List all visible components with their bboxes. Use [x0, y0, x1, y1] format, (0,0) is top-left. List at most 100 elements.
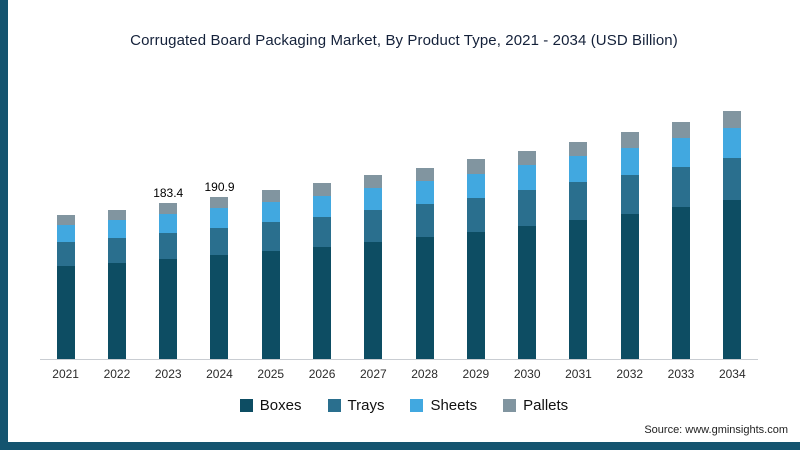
bar-segment-trays: [313, 217, 332, 247]
bar-segment-boxes: [466, 231, 485, 359]
bar-segment-boxes: [107, 263, 126, 359]
bar-segment-trays: [107, 237, 126, 263]
bar-stack: [569, 141, 588, 359]
bar-segment-boxes: [159, 259, 178, 359]
bar-group-2034: [707, 110, 758, 359]
bar-segment-boxes: [620, 213, 639, 359]
bar-stack: [466, 159, 485, 359]
bar-segment-pallets: [569, 141, 588, 156]
bar-segment-sheets: [415, 181, 434, 205]
bar-segment-trays: [518, 189, 537, 226]
bar-segment-sheets: [466, 173, 485, 198]
bar-segment-trays: [56, 241, 75, 267]
bar-stack: [723, 110, 742, 359]
bar-stack: [159, 203, 178, 359]
bar-segment-pallets: [518, 150, 537, 166]
x-tick-label-2025: 2025: [257, 367, 285, 381]
bar-group-2030: [502, 150, 553, 359]
bar-segment-sheets: [56, 224, 75, 242]
bar-group-2023: 183.4: [143, 186, 194, 359]
x-tick-label-2026: 2026: [308, 367, 336, 381]
bar-segment-sheets: [672, 138, 691, 167]
bar-segment-pallets: [466, 159, 485, 174]
bar-group-2029: [450, 159, 501, 359]
legend-swatch-icon: [410, 399, 424, 412]
bar-group-2026: [296, 182, 347, 359]
bars-row: 183.4 190.9: [40, 71, 758, 360]
bar-group-2032: [604, 132, 655, 359]
bar-stack: [518, 150, 537, 359]
bar-segment-boxes: [210, 255, 229, 359]
x-tick-label-2033: 2033: [667, 367, 695, 381]
bar-segment-boxes: [723, 200, 742, 359]
x-tick-label-2034: 2034: [718, 367, 746, 381]
x-tick-label-2031: 2031: [565, 367, 592, 381]
bar-segment-sheets: [210, 208, 229, 228]
bar-segment-trays: [415, 204, 434, 237]
bar-segment-pallets: [159, 203, 178, 215]
bar-group-2024: 190.9: [194, 180, 245, 359]
x-axis-ticks: 2021 2022 2023 2024 2025 2026 2027 2028 2029 2030…: [40, 367, 758, 381]
bar-segment-trays: [210, 227, 229, 256]
bar-segment-pallets: [56, 214, 75, 225]
bar-segment-trays: [261, 222, 280, 251]
bar-stack: [107, 209, 126, 359]
bar-segment-boxes: [261, 251, 280, 359]
bar-group-2025: [245, 189, 296, 359]
bar-stack: [364, 175, 383, 359]
bar-stack: [672, 121, 691, 359]
legend-item-boxes: Boxes: [239, 397, 302, 414]
bar-segment-pallets: [620, 132, 639, 149]
legend-swatch-icon: [503, 399, 517, 412]
bar-segment-sheets: [364, 188, 383, 211]
bar-segment-sheets: [313, 195, 332, 218]
bar-group-2027: [348, 175, 399, 359]
bar-segment-trays: [672, 166, 691, 207]
bar-segment-trays: [466, 197, 485, 232]
bar-segment-boxes: [415, 236, 434, 359]
bar-stack: [210, 196, 229, 359]
bar-segment-pallets: [415, 167, 434, 182]
bar-group-2033: [655, 121, 706, 359]
legend-label: Sheets: [430, 397, 478, 414]
bar-stack: [261, 189, 280, 359]
bar-group-2031: [553, 141, 604, 359]
legend-item-trays: Trays: [327, 397, 384, 414]
x-tick-label-2030: 2030: [513, 367, 541, 381]
bar-stack: [415, 167, 434, 359]
x-tick-label-2027: 2027: [359, 367, 387, 381]
bar-value-label-2023: 183.4: [153, 186, 184, 201]
bar-segment-pallets: [261, 189, 280, 202]
bar-segment-boxes: [672, 206, 691, 359]
bar-segment-pallets: [672, 121, 691, 139]
x-tick-label-2028: 2028: [411, 367, 438, 381]
x-tick-label-2029: 2029: [462, 367, 490, 381]
bar-group-2022: [91, 209, 142, 359]
bar-group-2028: [399, 167, 450, 359]
bar-group-2021: [40, 214, 91, 359]
bar-segment-pallets: [107, 209, 126, 220]
bar-segment-pallets: [723, 110, 742, 128]
x-tick-label-2022: 2022: [103, 367, 131, 381]
bar-segment-boxes: [313, 246, 332, 359]
legend-label: Pallets: [523, 397, 569, 414]
bar-segment-trays: [159, 232, 178, 260]
bar-segment-pallets: [313, 182, 332, 196]
legend-item-sheets: Sheets: [410, 397, 477, 414]
bar-segment-sheets: [569, 155, 588, 183]
bar-segment-sheets: [107, 219, 126, 238]
bar-segment-pallets: [364, 175, 383, 189]
bar-segment-pallets: [210, 196, 229, 209]
legend: Boxes Trays Sheets Pallets: [8, 397, 800, 414]
legend-label: Boxes: [259, 397, 302, 414]
bar-value-label-2024: 190.9: [204, 179, 235, 194]
x-tick-label-2024: 2024: [206, 367, 233, 381]
bar-segment-boxes: [56, 266, 75, 359]
bar-segment-boxes: [569, 219, 588, 359]
legend-item-pallets: Pallets: [503, 397, 568, 414]
x-tick-label-2023: 2023: [154, 367, 182, 381]
bar-segment-trays: [364, 210, 383, 242]
legend-swatch-icon: [327, 399, 341, 412]
legend-swatch-icon: [239, 399, 253, 412]
